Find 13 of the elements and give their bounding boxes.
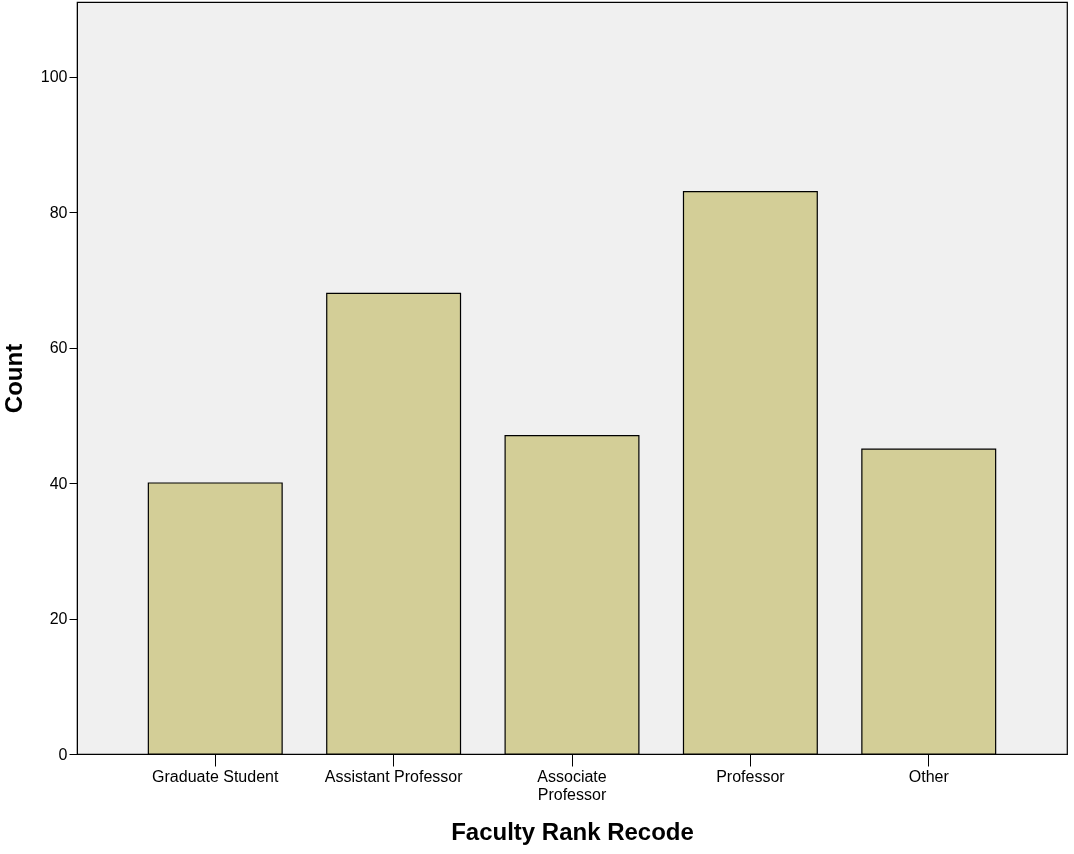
- x-tick-label: Professor: [716, 767, 786, 785]
- y-tick-label: 60: [49, 339, 68, 357]
- y-tick-label: 80: [49, 203, 68, 221]
- x-axis-title: Faculty Rank Recode: [451, 817, 694, 845]
- y-tick-label: 0: [58, 745, 68, 763]
- y-axis-title: Count: [0, 343, 27, 414]
- y-tick-label: 20: [49, 610, 68, 627]
- y-tick-label: 100: [40, 68, 68, 86]
- x-tick-label: Graduate Student: [152, 767, 279, 785]
- y-tick-label: 40: [49, 474, 68, 492]
- x-tick-label: Associate Professor: [537, 767, 607, 803]
- x-tick-label: Other: [908, 767, 950, 785]
- x-tick-label: Assistant Professor: [324, 767, 464, 785]
